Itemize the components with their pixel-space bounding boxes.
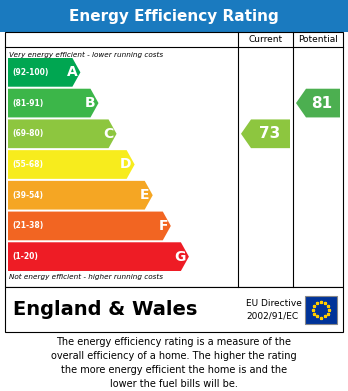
Text: Potential: Potential — [298, 35, 338, 44]
Polygon shape — [241, 119, 290, 148]
Text: (39-54): (39-54) — [12, 191, 43, 200]
Text: Current: Current — [248, 35, 283, 44]
Text: Not energy efficient - higher running costs: Not energy efficient - higher running co… — [9, 274, 163, 280]
Text: Very energy efficient - lower running costs: Very energy efficient - lower running co… — [9, 52, 163, 58]
Text: (92-100): (92-100) — [12, 68, 48, 77]
Text: C: C — [103, 127, 113, 141]
Polygon shape — [8, 58, 80, 87]
Text: (81-91): (81-91) — [12, 99, 43, 108]
Text: The energy efficiency rating is a measure of the
overall efficiency of a home. T: The energy efficiency rating is a measur… — [51, 337, 297, 389]
Text: 73: 73 — [259, 126, 280, 141]
Text: D: D — [120, 158, 132, 172]
Text: E: E — [140, 188, 150, 202]
Text: G: G — [174, 249, 186, 264]
Bar — [0, 0, 348, 32]
Polygon shape — [8, 119, 117, 148]
Polygon shape — [8, 242, 189, 271]
Text: 81: 81 — [311, 95, 333, 111]
Text: F: F — [158, 219, 168, 233]
Text: (69-80): (69-80) — [12, 129, 43, 138]
Text: England & Wales: England & Wales — [13, 300, 197, 319]
Text: A: A — [67, 65, 77, 79]
Text: (55-68): (55-68) — [12, 160, 43, 169]
Bar — [305, 296, 337, 323]
Polygon shape — [8, 181, 153, 210]
Polygon shape — [8, 150, 135, 179]
Polygon shape — [8, 89, 98, 117]
Polygon shape — [296, 89, 340, 117]
Text: EU Directive
2002/91/EC: EU Directive 2002/91/EC — [246, 299, 302, 320]
Text: B: B — [85, 96, 95, 110]
Text: (1-20): (1-20) — [12, 252, 38, 261]
Text: (21-38): (21-38) — [12, 221, 43, 230]
Text: Energy Efficiency Rating: Energy Efficiency Rating — [69, 9, 279, 23]
Polygon shape — [8, 212, 171, 240]
Bar — [5, 287, 343, 332]
Bar — [5, 32, 343, 287]
